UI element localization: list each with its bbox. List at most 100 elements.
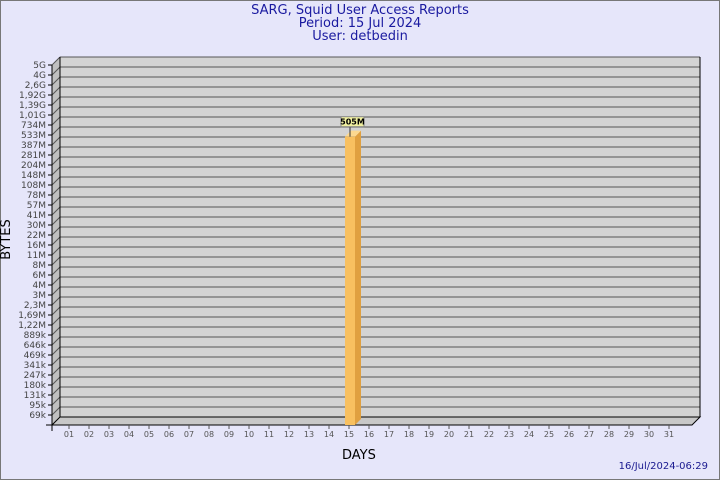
x-tick-label: 13: [304, 430, 314, 439]
y-tick-label: 469k: [24, 351, 47, 361]
x-tick-label: 16: [364, 430, 374, 439]
chart-title: SARG, Squid User Access Reports: [251, 3, 469, 18]
x-tick-label: 24: [524, 430, 534, 439]
x-tick-label: 23: [504, 430, 514, 439]
y-tick-label: 180k: [24, 381, 47, 391]
gridline-diagonal: [51, 196, 61, 206]
y-tick-label: 1,69M: [18, 311, 46, 321]
x-tick-label: 28: [604, 430, 614, 439]
y-tick-label: 2,3M: [24, 301, 46, 311]
x-tick-label: 31: [664, 430, 674, 439]
x-tick-label: 02: [84, 430, 94, 439]
x-tick-label: 10: [244, 430, 254, 439]
y-tick-label: 1,22M: [18, 321, 46, 331]
gridline-diagonal: [51, 136, 61, 146]
gridline-diagonal: [51, 266, 61, 276]
x-tick-label: 06: [164, 430, 174, 439]
gridline-diagonal: [51, 86, 61, 96]
gridline-diagonal: [51, 126, 61, 136]
gridline-diagonal: [51, 176, 61, 186]
y-axis-title: BYTES: [0, 219, 14, 260]
gridline-diagonal: [51, 396, 61, 406]
bar-top: [345, 130, 361, 137]
y-tick-label: 5G: [33, 61, 46, 71]
x-tick-label: 30: [644, 430, 654, 439]
x-tick-label: 26: [564, 430, 574, 439]
x-tick-label: 27: [584, 430, 594, 439]
x-tick-label: 09: [224, 430, 234, 439]
gridline-diagonal: [51, 226, 61, 236]
y-tick-label: 148M: [21, 171, 46, 181]
gridline-diagonal: [51, 346, 61, 356]
gridline-diagonal: [51, 316, 61, 326]
y-tick-label: 78M: [27, 191, 46, 201]
gridline-diagonal: [51, 386, 61, 396]
gridline-diagonal: [51, 306, 61, 316]
y-tick-label: 69k: [29, 411, 46, 421]
gridline-diagonal: [51, 336, 61, 346]
y-tick-label: 4G: [33, 71, 46, 81]
x-tick-label: 14: [324, 430, 334, 439]
x-axis-title: DAYS: [342, 448, 376, 463]
plot-floor: [50, 416, 702, 426]
gridline-diagonal: [51, 166, 61, 176]
x-tick-label: 18: [404, 430, 414, 439]
x-tick-label: 12: [284, 430, 294, 439]
gridline-diagonal: [51, 56, 61, 66]
y-tick-label: 16M: [27, 241, 46, 251]
gridline-diagonal: [51, 206, 61, 216]
y-tick-label: 6M: [33, 271, 47, 281]
y-tick-label: 22M: [27, 231, 46, 241]
x-tick-label: 11: [264, 430, 274, 439]
x-tick-label: 03: [104, 430, 114, 439]
y-tick-label: 387M: [21, 141, 46, 151]
x-tick-label: 22: [484, 430, 494, 439]
data-label-box: [340, 116, 365, 128]
y-tick-label: 57M: [27, 201, 46, 211]
chart-period: Period: 15 Jul 2024: [298, 16, 422, 31]
gridline-diagonal: [51, 286, 61, 296]
gridline-diagonal: [51, 76, 61, 86]
x-tick-label: 19: [424, 430, 434, 439]
bar: [345, 136, 355, 425]
gridline-diagonal: [51, 246, 61, 256]
x-tick-label: 15: [344, 430, 354, 439]
y-tick-label: 30M: [27, 221, 46, 231]
y-tick-label: 2,6G: [25, 81, 46, 91]
y-tick-label: 734M: [21, 121, 46, 131]
x-tick-label: 29: [624, 430, 634, 439]
y-tick-label: 95k: [29, 401, 46, 411]
y-tick-label: 8M: [33, 261, 47, 271]
gridline-diagonal: [51, 296, 61, 306]
x-tick-label: 20: [444, 430, 454, 439]
gridline-diagonal: [51, 326, 61, 336]
plot-wall: [52, 57, 700, 425]
x-tick-label: 01: [64, 430, 74, 439]
y-tick-label: 889k: [24, 331, 47, 341]
gridline-diagonal: [51, 406, 61, 416]
x-tick-label: 04: [124, 430, 134, 439]
gridline-diagonal: [51, 156, 61, 166]
x-tick-label: 05: [144, 430, 154, 439]
gridline-diagonal: [51, 96, 61, 106]
gridline-diagonal: [51, 256, 61, 266]
y-tick-label: 204M: [21, 161, 46, 171]
x-tick-label: 25: [544, 430, 554, 439]
gridline-diagonal: [51, 66, 61, 76]
gridline-diagonal: [51, 106, 61, 116]
gridline-diagonal: [51, 276, 61, 286]
y-tick-label: 108M: [21, 181, 46, 191]
y-tick-label: 533M: [21, 131, 46, 141]
y-tick-label: 3M: [33, 291, 47, 301]
data-label: 505M: [340, 118, 365, 127]
x-tick-label: 08: [204, 430, 214, 439]
y-tick-label: 341k: [24, 361, 47, 371]
y-tick-label: 41M: [27, 211, 46, 221]
x-tick-label: 07: [184, 430, 194, 439]
gridline-diagonal: [51, 186, 61, 196]
y-tick-label: 131k: [24, 391, 47, 401]
x-tick-label: 21: [464, 430, 474, 439]
y-tick-label: 281M: [21, 151, 46, 161]
gridline-diagonal: [51, 356, 61, 366]
